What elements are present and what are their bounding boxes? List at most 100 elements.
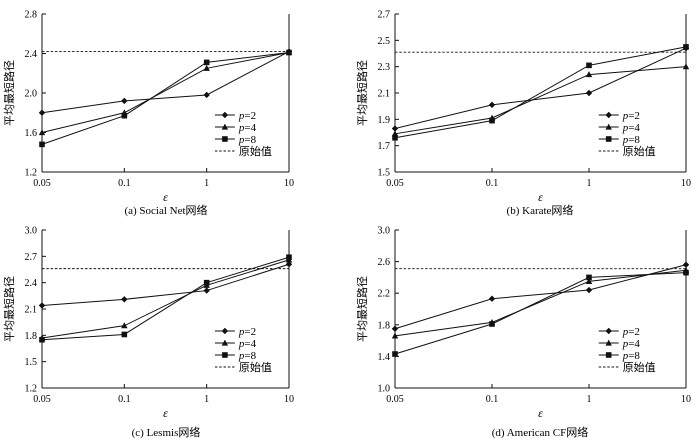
data-point	[489, 117, 495, 124]
chart-panel-4: 1.0 1.4 1.8 2.2 2.6 3.0 0.05 0.1 1 10 ε 平均最短路径 (d) A…	[355, 226, 691, 440]
series-line-p8	[41, 52, 290, 145]
y-tick-label: 2.4	[25, 49, 38, 60]
panel-caption: (a) Social Net网络	[124, 203, 207, 217]
y-tick-label: 1.7	[378, 141, 391, 152]
legend-label-reference: 原始值	[623, 144, 656, 158]
x-axis-label: ε	[163, 190, 168, 204]
data-point	[38, 109, 46, 116]
data-point	[121, 322, 128, 329]
y-tick-label: 1.9	[378, 115, 391, 126]
data-point	[121, 331, 128, 338]
x-tick-label: 10	[681, 178, 691, 189]
series-line-p4	[394, 66, 687, 135]
x-tick-label: 1	[587, 178, 592, 189]
series-line-p8	[394, 272, 687, 355]
x-tick-label: 0.05	[33, 394, 51, 405]
x-axis-label: ε	[538, 406, 543, 420]
panel-caption: (c) Lesmis网络	[132, 425, 201, 439]
y-axis-label: 平均最短路径	[355, 60, 369, 126]
y-tick-label: 2.4	[25, 278, 38, 289]
y-axis-label: 平均最短路径	[2, 60, 16, 126]
data-point	[586, 62, 592, 69]
legend-label: p=2	[238, 326, 256, 338]
legend-marker	[605, 327, 612, 335]
y-tick-label: 2.1	[378, 89, 391, 100]
x-tick-label: 0.1	[118, 178, 131, 189]
legend-marker	[605, 339, 612, 346]
legend-label: p=8	[622, 134, 641, 146]
x-tick-label: 0.1	[486, 394, 499, 405]
series-line-p8	[41, 256, 290, 341]
data-point	[585, 71, 593, 78]
y-tick-label: 1.2	[25, 384, 38, 395]
data-point	[488, 101, 496, 109]
data-point	[203, 64, 210, 71]
y-tick-label: 2.1	[25, 305, 38, 316]
data-point	[286, 254, 292, 261]
y-axis-label: 平均最短路径	[355, 276, 369, 342]
x-tick-label: 1	[204, 394, 209, 405]
y-tick-label: 2.0	[25, 89, 38, 100]
y-axis-label: 平均最短路径	[2, 276, 16, 342]
data-point	[585, 89, 593, 97]
series-line-p2	[41, 51, 290, 114]
chart-panel-2: 1.5 1.7 1.9 2.1 2.3 2.5 2.7 0.05 0.1 1 10 ε 平均最短路径 (b…	[355, 10, 691, 218]
y-tick-label: 1.8	[25, 331, 38, 342]
y-tick-label: 2.5	[378, 36, 391, 47]
legend-label-reference: 原始值	[239, 360, 272, 374]
y-tick-label: 2.7	[378, 10, 391, 21]
x-tick-label: 0.05	[33, 178, 51, 189]
data-point	[391, 332, 399, 339]
data-point	[203, 59, 210, 66]
y-tick-label: 1.0	[378, 384, 391, 395]
legend-label: p=2	[622, 110, 640, 122]
legend-label: p=8	[238, 134, 257, 146]
chart-panel-3: 1.2 1.5 1.8 2.1 2.4 2.7 3.0 0.05 0.1 1 10 ε 平均最短路径 (c…	[2, 226, 294, 440]
data-point	[39, 336, 45, 343]
legend-marker	[222, 352, 228, 358]
data-point	[391, 125, 399, 132]
legend-marker	[221, 327, 229, 335]
x-tick-label: 0.1	[486, 178, 499, 189]
y-tick-label: 1.6	[25, 128, 38, 139]
y-tick-label: 1.4	[378, 352, 391, 363]
legend-label: p=2	[238, 110, 256, 122]
x-axis-label: ε	[163, 406, 168, 420]
panel-caption: (d) American CF网络	[492, 425, 589, 439]
legend-marker	[221, 123, 229, 130]
data-point	[121, 112, 128, 119]
y-tick-label: 1.2	[25, 168, 38, 179]
legend-label: p=2	[622, 326, 640, 338]
data-point	[392, 134, 398, 141]
x-tick-label: 1	[204, 178, 209, 189]
y-tick-label: 1.8	[378, 320, 391, 331]
data-point	[285, 261, 293, 268]
y-tick-label: 3.0	[25, 226, 38, 237]
legend-label: p=4	[238, 122, 257, 134]
legend-label-reference: 原始值	[623, 360, 656, 374]
chart-panel-1: 1.2 1.6 2.0 2.4 2.8 0.05 0.1 1 10 ε 平均最短路径 (a) Soci…	[2, 10, 294, 218]
data-point	[203, 91, 210, 99]
data-point	[683, 44, 689, 50]
legend-marker	[221, 111, 229, 119]
series-line-p4	[41, 259, 290, 339]
x-tick-label: 1	[587, 394, 592, 405]
series-line-p8	[394, 46, 687, 139]
legend-label: p=4	[622, 122, 641, 134]
data-point	[203, 287, 210, 294]
series-line-p2	[394, 264, 687, 330]
legend-label: p=8	[238, 350, 257, 362]
series-line-p2	[394, 47, 687, 130]
legend-marker	[605, 136, 612, 142]
data-point	[38, 129, 46, 136]
x-tick-label: 0.05	[386, 178, 404, 189]
data-point	[203, 279, 210, 286]
data-point	[585, 277, 593, 284]
data-point	[121, 296, 128, 303]
y-tick-label: 2.8	[25, 10, 38, 21]
data-point	[39, 141, 45, 148]
series-line-p4	[394, 269, 687, 337]
